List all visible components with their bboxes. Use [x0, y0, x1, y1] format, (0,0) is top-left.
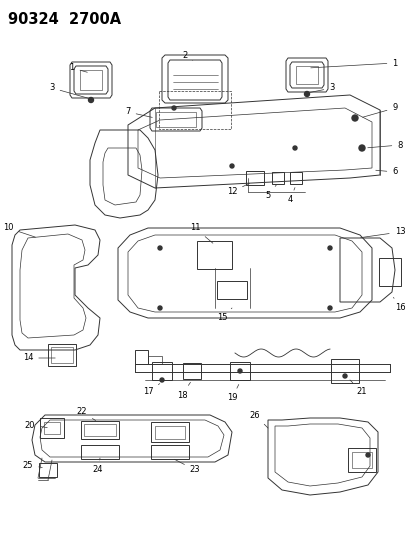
Text: 25: 25	[23, 461, 42, 470]
Circle shape	[342, 374, 346, 378]
Bar	[152, 362, 171, 380]
Text: 26: 26	[249, 410, 267, 428]
Circle shape	[327, 306, 331, 310]
Text: 20: 20	[25, 421, 47, 430]
Text: 13: 13	[360, 228, 404, 238]
Bar	[44, 422, 60, 434]
Circle shape	[237, 369, 242, 373]
Text: 1: 1	[310, 59, 396, 68]
Text: 4: 4	[287, 188, 294, 205]
Circle shape	[171, 106, 176, 110]
Text: 7: 7	[125, 108, 152, 117]
Text: 22: 22	[76, 408, 95, 421]
Bar	[216, 281, 247, 299]
Circle shape	[159, 378, 164, 382]
Bar	[330, 359, 358, 383]
Bar	[40, 418, 64, 438]
Circle shape	[158, 306, 161, 310]
Circle shape	[327, 246, 331, 250]
Text: 1: 1	[69, 63, 87, 72]
Circle shape	[365, 453, 369, 457]
Bar	[230, 362, 249, 380]
Bar	[289, 172, 301, 184]
Text: 18: 18	[176, 382, 190, 400]
Text: 5: 5	[265, 185, 275, 199]
Text: 23: 23	[174, 459, 200, 474]
Text: 6: 6	[375, 167, 397, 176]
Circle shape	[351, 115, 357, 121]
Text: 14: 14	[23, 353, 55, 362]
Text: 21: 21	[349, 380, 366, 397]
Bar	[378, 258, 400, 286]
Circle shape	[358, 145, 364, 151]
Text: 90324  2700A: 90324 2700A	[8, 12, 121, 27]
Bar	[271, 172, 283, 184]
Text: 11: 11	[189, 223, 212, 243]
Bar	[154, 425, 185, 439]
Text: 3: 3	[309, 84, 334, 93]
Bar	[39, 463, 57, 477]
Text: 17: 17	[142, 384, 159, 397]
Text: 8: 8	[367, 141, 402, 149]
Text: 19: 19	[226, 384, 238, 402]
Bar	[48, 344, 76, 366]
Bar	[351, 452, 371, 468]
Bar	[151, 422, 189, 442]
Text: 16: 16	[392, 297, 404, 312]
Bar	[81, 445, 119, 459]
Circle shape	[292, 146, 296, 150]
Text: 24: 24	[93, 458, 103, 474]
Text: 15: 15	[216, 308, 231, 322]
Circle shape	[304, 92, 309, 96]
Circle shape	[88, 98, 93, 102]
Bar	[84, 424, 116, 436]
Text: 9: 9	[362, 103, 396, 117]
Text: 12: 12	[226, 183, 249, 197]
Bar	[159, 91, 230, 129]
Bar	[151, 445, 189, 459]
Bar	[245, 171, 263, 185]
Bar	[51, 347, 73, 363]
Circle shape	[230, 164, 233, 168]
Bar	[183, 363, 201, 379]
Text: 3: 3	[49, 84, 88, 98]
Bar	[197, 241, 232, 269]
Bar	[81, 421, 119, 439]
Text: 10: 10	[3, 223, 35, 237]
Text: 2: 2	[182, 51, 192, 60]
Bar	[347, 448, 375, 472]
Circle shape	[158, 246, 161, 250]
